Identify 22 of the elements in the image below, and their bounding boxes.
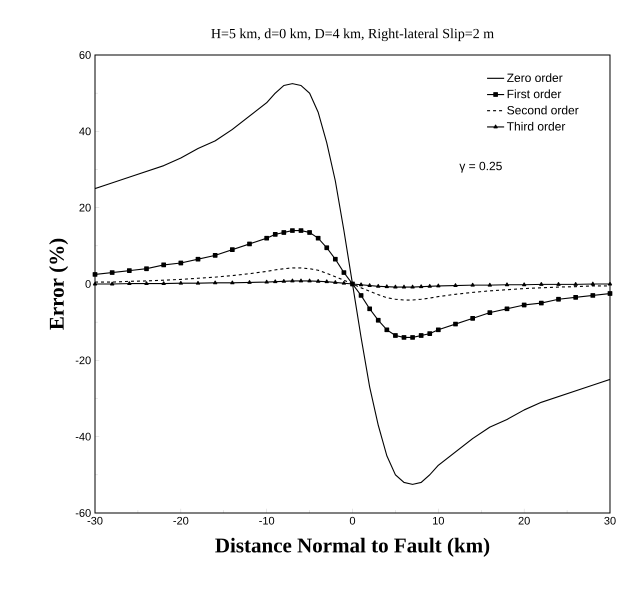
legend-label: First order: [508, 89, 562, 98]
annotation: γ = 0.25: [459, 162, 502, 173]
y-tick-label: -60: [76, 509, 91, 517]
legend-label: Third order: [506, 122, 566, 131]
x-axis-title: Distance Normal to Fault (km): [215, 538, 490, 557]
x-tick-label: -10: [259, 516, 274, 525]
y-tick-label: -40: [76, 432, 91, 441]
y-tick-label: 40: [79, 127, 91, 136]
y-tick-label: 0: [85, 280, 91, 288]
x-tick-label: 0: [350, 516, 356, 525]
y-tick-label: 60: [80, 51, 91, 59]
x-tick-label: 10: [433, 516, 444, 525]
y-tick-label: 20: [79, 204, 91, 212]
legend-label: Second order: [507, 106, 579, 114]
y-axis-title: Error (%): [49, 238, 68, 330]
chart-title: H=5 km, d=0 km, D=4 km, Right-lateral Slip=2 m: [211, 28, 494, 42]
x-tick-label: 30: [604, 516, 616, 525]
legend-label: Zero order: [507, 73, 562, 82]
x-tick-label: -30: [88, 516, 103, 525]
x-tick-label: 20: [518, 516, 530, 525]
y-tick-label: -20: [76, 356, 91, 364]
x-tick-label: -20: [173, 516, 188, 525]
